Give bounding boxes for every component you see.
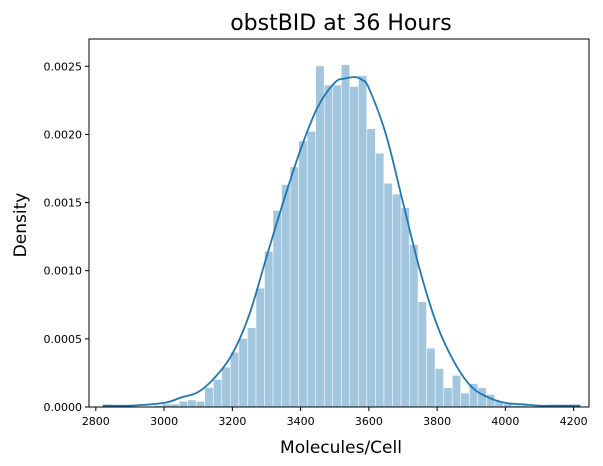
histogram-bar (247, 327, 256, 407)
histogram-bar (512, 405, 521, 407)
x-tick-label: 3200 (218, 415, 246, 428)
histogram-bar (307, 131, 316, 407)
x-axis-ticks: 2800 3000 3200 3400 3600 3800 4000 4200 (82, 407, 588, 428)
y-tick-label: 0.0005 (44, 333, 83, 346)
histogram-bar (384, 183, 393, 407)
histogram-bar (478, 387, 487, 407)
histogram-bar (443, 387, 452, 407)
x-tick-label: 3000 (150, 415, 178, 428)
histogram-bar (315, 66, 324, 407)
histogram-bar (222, 367, 231, 407)
histogram-bar (162, 404, 171, 407)
histogram-bar (495, 401, 504, 407)
histogram-bar (290, 167, 299, 407)
histogram-bar (418, 302, 427, 407)
histogram-bar (273, 210, 282, 407)
x-tick-label: 3600 (355, 415, 383, 428)
x-tick-label: 4000 (491, 415, 519, 428)
histogram-bar (409, 244, 418, 407)
histogram-bar (367, 128, 376, 407)
histogram-bar (256, 288, 265, 407)
y-axis-label: Density (11, 193, 31, 258)
histogram-bar (503, 404, 512, 407)
histogram-bar (520, 405, 529, 407)
chart-title: obstBID at 36 Hours (230, 11, 452, 36)
histogram-bar (239, 338, 248, 407)
y-tick-label: 0.0010 (44, 265, 83, 278)
histogram-bar (170, 404, 179, 407)
histogram-bar (375, 153, 384, 407)
histogram-bar (213, 379, 222, 407)
histogram-bar (333, 85, 341, 407)
histogram-bar (264, 251, 273, 407)
histogram-bar (461, 393, 469, 407)
y-tick-label: 0.0020 (44, 128, 83, 141)
histogram-bar (205, 387, 213, 407)
histogram-bar (358, 75, 367, 408)
histogram-bar (350, 86, 359, 407)
y-axis-ticks: 0.0000 0.0005 0.0010 0.0015 0.0020 0.0025 (44, 60, 89, 414)
y-tick-label: 0.0000 (44, 401, 83, 414)
histogram-bar (452, 375, 461, 407)
kde-curve (102, 76, 581, 407)
histogram-bar (298, 141, 307, 407)
x-tick-label: 4200 (560, 415, 588, 428)
x-axis-label: Molecules/Cell (280, 438, 402, 458)
histogram-bar (426, 348, 435, 407)
histogram-bar (230, 352, 239, 407)
histogram-bar (401, 208, 410, 407)
histogram-bar (153, 405, 162, 407)
x-tick-label: 3800 (423, 415, 451, 428)
x-tick-label: 3400 (287, 415, 315, 428)
histogram-bar (469, 383, 478, 407)
x-tick-label: 2800 (82, 415, 110, 428)
histogram-bar (341, 64, 350, 407)
plot-frame (88, 38, 590, 408)
histogram-bar (324, 85, 333, 407)
histogram-bar (392, 194, 401, 407)
histogram-bar (486, 394, 495, 407)
histogram-bar (179, 401, 188, 407)
y-tick-label: 0.0015 (44, 197, 83, 210)
histogram-bar (435, 368, 444, 407)
histogram-bar (196, 401, 205, 407)
histogram-bars (102, 64, 580, 408)
y-tick-label: 0.0025 (44, 60, 83, 73)
histogram-bar (187, 400, 196, 407)
histogram-bar (281, 184, 290, 407)
plot-area (88, 38, 590, 408)
